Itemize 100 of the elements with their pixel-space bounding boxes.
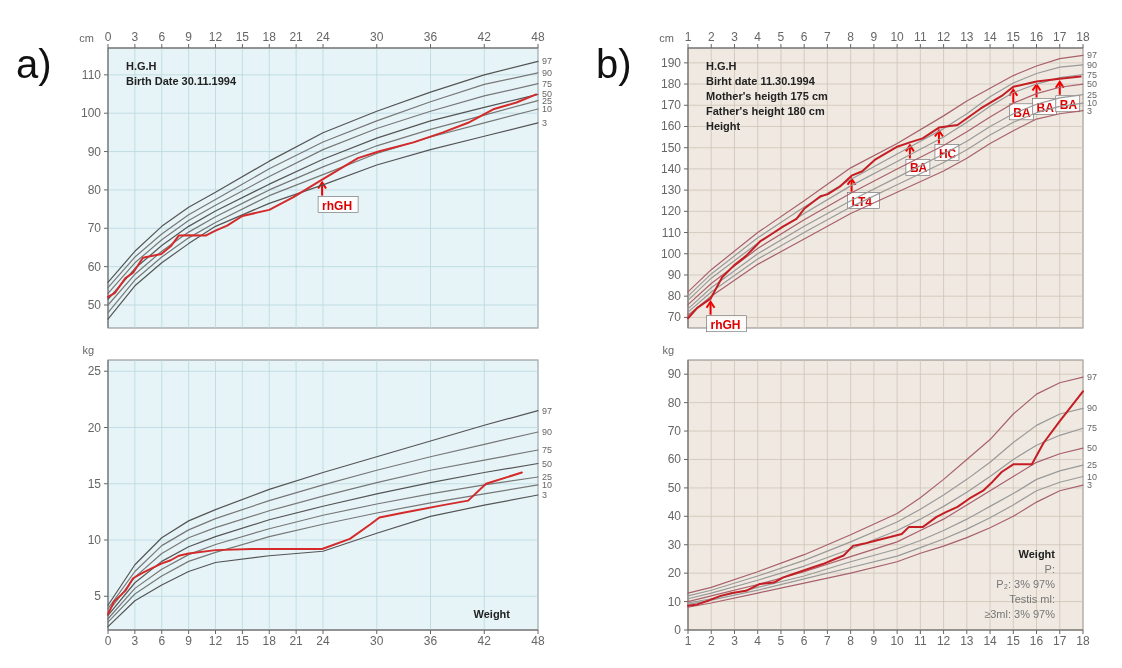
x-tick-label: 12: [208, 30, 223, 44]
y-tick-label: 40: [667, 509, 682, 524]
x-tick-label: 18: [1076, 30, 1090, 44]
series-label: 25: [542, 472, 553, 482]
annotation: ≥3ml: 3% 97%: [984, 608, 1056, 620]
y-tick-label: 170: [660, 98, 682, 113]
series-label: 3: [542, 117, 548, 128]
y-tick-label: 120: [660, 204, 682, 219]
y-tick-label: 10: [667, 594, 682, 609]
y-tick-label: 110: [81, 67, 102, 82]
y-tick-label: 50: [87, 297, 102, 312]
annotation: H.G.H: [706, 60, 737, 72]
x-tick-label: 10: [890, 634, 905, 648]
x-tick-label: 15: [235, 634, 250, 648]
series-label: 50: [542, 458, 553, 469]
y-tick-label: 90: [87, 144, 102, 159]
y-tick-label: 190: [660, 55, 682, 70]
y-axis-title: kg: [662, 344, 674, 356]
y-axis-title: cm: [659, 32, 674, 44]
y-tick-label: 70: [87, 221, 102, 236]
y-tick-label: 100: [660, 246, 682, 261]
x-tick-label: 42: [477, 30, 492, 44]
series-label: 97: [1087, 50, 1098, 61]
x-tick-label: 3: [731, 30, 739, 44]
y-tick-label: 20: [87, 420, 102, 435]
y-axis-title: kg: [82, 344, 94, 356]
x-tick-label: 6: [158, 634, 166, 648]
y-tick-label: 90: [667, 267, 682, 282]
series-label: 90: [542, 427, 553, 437]
series-label: 90: [542, 67, 553, 78]
y-tick-label: 10: [87, 533, 102, 547]
x-tick-label: 14: [983, 634, 998, 648]
x-tick-label: 17: [1053, 30, 1067, 44]
series-label: 50: [1087, 443, 1098, 454]
annotation: Father's height 180 cm: [706, 105, 825, 117]
series-label: 97: [542, 56, 553, 67]
series-label: 50: [1087, 79, 1098, 90]
annotation: P₂: 3% 97%: [996, 578, 1056, 590]
x-tick-label: 1: [684, 30, 692, 44]
series-label: 3: [542, 490, 548, 500]
y-tick-label: 90: [667, 367, 682, 382]
x-tick-label: 18: [1076, 634, 1090, 648]
x-tick-label: 8: [847, 30, 855, 44]
x-tick-label: 36: [423, 30, 438, 44]
annotation: P:: [1044, 563, 1055, 575]
annotation: BA: [1013, 105, 1031, 120]
x-tick-label: 30: [370, 634, 384, 648]
y-tick-label: 150: [660, 140, 682, 155]
y-tick-label: 140: [660, 161, 682, 176]
y-tick-label: 180: [660, 77, 682, 92]
x-tick-label: 21: [289, 634, 304, 648]
y-tick-label: 25: [87, 364, 102, 379]
x-tick-label: 9: [185, 30, 193, 44]
x-tick-label: 3: [131, 634, 139, 648]
series-label: 90: [1087, 403, 1098, 414]
series-label: 97: [1087, 372, 1098, 383]
series-label: 75: [1087, 423, 1098, 434]
chart-title: a): [16, 42, 52, 86]
x-tick-label: 14: [983, 30, 998, 44]
series-label: 97: [542, 405, 553, 416]
x-tick-label: 16: [1029, 634, 1044, 648]
series-label: 75: [542, 445, 553, 455]
x-tick-label: 15: [1006, 634, 1021, 648]
x-tick-label: 0: [104, 30, 112, 44]
y-tick-label: 110: [661, 225, 682, 240]
annotation: Weight: [1018, 548, 1056, 560]
annotation: Weight: [473, 608, 511, 620]
x-tick-label: 0: [104, 634, 112, 648]
annotation: Birht date 11.30.1994: [706, 75, 816, 87]
x-tick-label: 42: [477, 634, 492, 648]
annotation: BA: [1059, 97, 1078, 112]
x-tick-label: 10: [890, 30, 905, 44]
series-label: 75: [542, 78, 553, 89]
y-tick-label: 100: [80, 106, 102, 121]
y-tick-label: 30: [667, 537, 682, 552]
annotation: BA: [909, 161, 928, 176]
series-label: 25: [1087, 89, 1098, 100]
chart-title: b): [596, 42, 632, 86]
x-tick-label: 5: [777, 634, 785, 648]
x-tick-label: 9: [870, 30, 878, 44]
x-tick-label: 36: [423, 634, 438, 648]
y-tick-label: 5: [94, 589, 102, 604]
y-tick-label: 80: [87, 182, 102, 197]
x-tick-label: 3: [731, 634, 739, 648]
x-tick-label: 4: [754, 30, 762, 44]
y-tick-label: 80: [667, 395, 682, 410]
x-tick-label: 18: [262, 634, 277, 648]
y-tick-label: 50: [667, 480, 682, 495]
series-label: 3: [1087, 480, 1093, 491]
x-tick-label: 30: [370, 30, 384, 44]
y-tick-label: 80: [667, 289, 682, 304]
series-label: 10: [542, 479, 553, 490]
x-tick-label: 11: [914, 30, 927, 44]
series-label: 75: [1087, 69, 1098, 80]
x-tick-label: 6: [800, 30, 808, 44]
x-tick-label: 18: [262, 30, 277, 44]
x-tick-label: 13: [960, 634, 974, 648]
annotation: rhGH: [322, 198, 353, 213]
x-tick-label: 12: [208, 634, 223, 648]
annotation: HC: [938, 146, 957, 161]
